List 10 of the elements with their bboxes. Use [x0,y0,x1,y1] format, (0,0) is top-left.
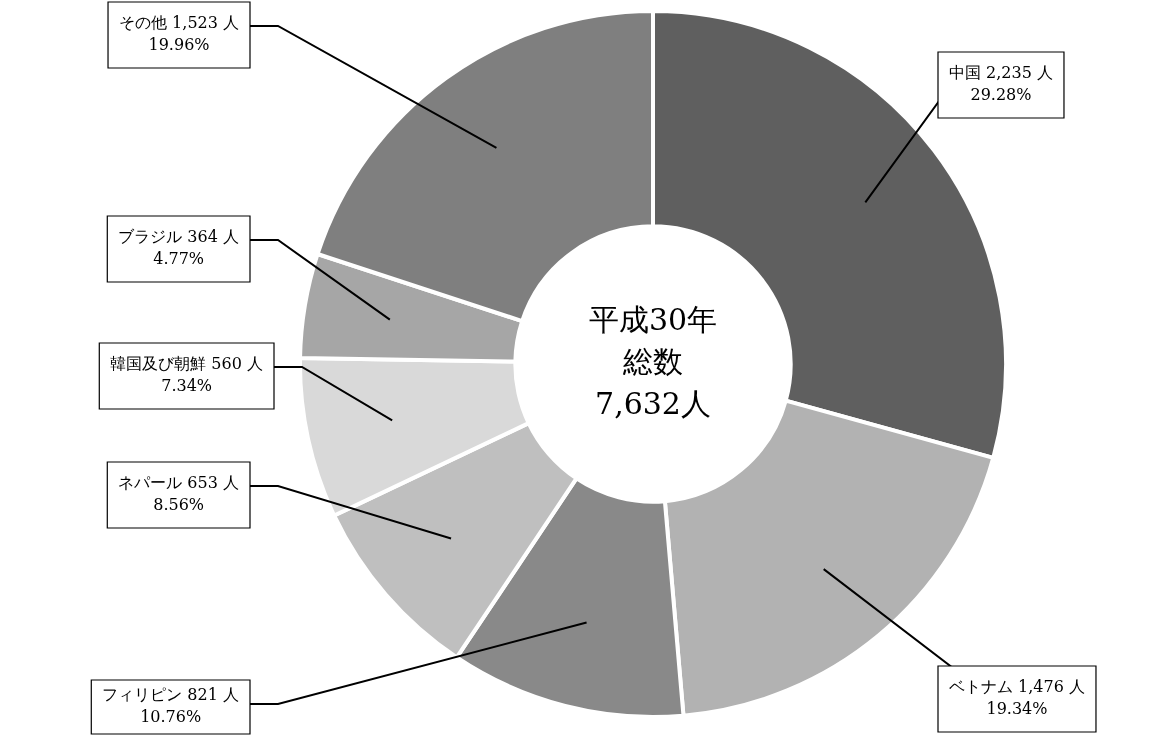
text: 7,632人 [595,385,711,421]
slice-label: フィリピン 821 人 10.76% [102,685,239,727]
text: 平成30年 [588,301,718,337]
slice-label: ベトナム 1,476 人 19.34% [949,677,1085,719]
slice-label: その他 1,523 人 19.96% [119,13,239,55]
slice-label: 韓国及び朝鮮 560 人 7.34% [110,354,263,396]
text: 総数 [622,343,683,379]
slice-label: 中国 2,235 人 29.28% [949,63,1053,105]
slice-label: ブラジル 364 人 4.77% [118,227,239,269]
slice-label: ネパール 653 人 8.56% [118,473,239,515]
